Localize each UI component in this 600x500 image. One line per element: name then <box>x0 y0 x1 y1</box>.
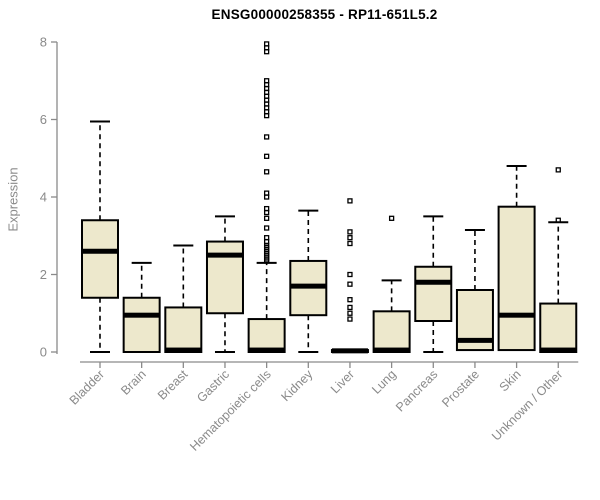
median-line <box>415 279 452 285</box>
outlier-point <box>555 167 561 173</box>
median-line <box>331 348 368 354</box>
outlier-point <box>347 316 353 322</box>
x-tick-label: Skin <box>497 367 524 394</box>
box-iqr <box>372 310 411 353</box>
outlier-point <box>347 271 353 278</box>
outlier-point <box>347 240 353 247</box>
box-iqr <box>205 240 244 315</box>
outlier-point <box>263 205 270 212</box>
median-line <box>165 347 202 353</box>
box-iqr <box>122 296 161 353</box>
median-line <box>123 312 160 318</box>
median-line <box>498 312 535 318</box>
chart-title: ENSG00000258355 - RP11-651L5.2 <box>211 7 438 22</box>
box-iqr <box>497 205 536 352</box>
outlier-point <box>347 304 353 311</box>
outlier-point <box>347 229 353 235</box>
x-tick-label: Lung <box>369 367 399 397</box>
outlier-point <box>263 215 270 221</box>
outlier-point <box>263 153 270 159</box>
x-tick-label: Pancreas <box>393 367 440 414</box>
median-line <box>290 283 327 289</box>
outlier-point <box>388 215 395 221</box>
median-line <box>456 337 493 343</box>
x-tick-label: Kidney <box>278 367 315 404</box>
y-tick-label: 0 <box>40 345 47 360</box>
outlier-point <box>347 310 353 316</box>
x-tick-label: Brain <box>118 367 149 398</box>
median-line <box>373 347 410 353</box>
outlier-point <box>347 198 353 204</box>
outlier-point <box>263 41 270 47</box>
y-tick-label: 2 <box>40 267 47 282</box>
y-tick-label: 4 <box>40 190 47 205</box>
outlier-point <box>555 217 561 223</box>
median-line <box>206 252 243 258</box>
outlier-point <box>263 134 270 140</box>
x-tick-label: Bladder <box>67 367 107 407</box>
x-tick-label: Unknown / Other <box>489 367 565 443</box>
median-line <box>82 248 118 254</box>
box-iqr <box>414 265 453 322</box>
y-tick-label: 6 <box>40 112 47 127</box>
outlier-point <box>347 235 353 241</box>
outlier-point <box>263 78 270 84</box>
median-line <box>248 347 285 353</box>
box-iqr <box>247 318 286 353</box>
box-iqr <box>81 219 119 299</box>
outlier-point <box>263 225 270 231</box>
y-tick-label: 8 <box>40 35 47 50</box>
outlier-point <box>263 190 270 196</box>
median-line <box>540 347 577 353</box>
x-tick-label: Gastric <box>194 367 232 405</box>
outlier-point <box>347 297 353 303</box>
box-iqr <box>539 302 578 353</box>
x-tick-label: Hematopoietic cells <box>187 367 274 454</box>
x-tick-label: Liver <box>328 367 357 396</box>
box-iqr <box>164 306 203 353</box>
outlier-point <box>263 235 270 241</box>
outlier-point <box>347 281 353 287</box>
x-tick-label: Prostate <box>439 367 482 410</box>
outlier-point <box>263 169 270 175</box>
x-tick-label: Breast <box>155 367 191 403</box>
